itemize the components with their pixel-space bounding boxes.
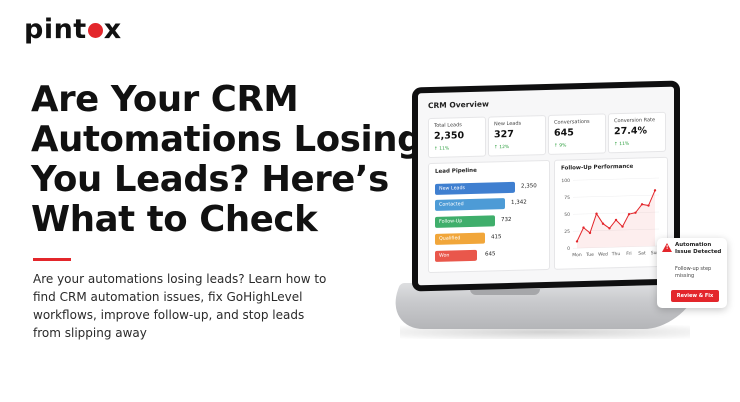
stage-label: Qualified [439, 235, 461, 242]
stat-card-conversations: Conversations 645 ↑ 9% [548, 113, 606, 155]
review-fix-button[interactable]: Review & Fix [671, 290, 719, 302]
crm-dashboard: CRM Overview Total Leads 2,350 ↑ 11% New… [418, 86, 674, 286]
x-tick-label: Tue [585, 252, 594, 258]
laptop-notch [470, 289, 540, 295]
data-point [588, 231, 592, 235]
stat-label: Conversion Rate [614, 117, 656, 125]
accent-divider [33, 258, 71, 261]
data-point [601, 222, 605, 225]
grid-line [573, 245, 659, 249]
pipeline-stage-contacted: Contacted [435, 198, 505, 211]
x-tick-label: Sat [638, 250, 646, 256]
stat-value: 327 [494, 128, 514, 141]
data-point [634, 211, 637, 214]
pipeline-stage-won: Won [435, 249, 477, 262]
stat-value: 2,350 [434, 130, 465, 142]
logo-text-suffix: x [103, 14, 122, 45]
headline-line: Automations Losing [31, 119, 423, 160]
stage-label: Contacted [439, 201, 464, 208]
grid-line [573, 211, 659, 215]
stat-change: ↑ 12% [494, 144, 510, 151]
pipeline-stage-new-leads: New Leads [435, 181, 515, 195]
stage-label: Follow-Up [439, 218, 463, 225]
brand-logo: pint x [24, 14, 122, 45]
y-tick-label: 75 [564, 195, 570, 201]
logo-dot-icon [87, 23, 103, 38]
data-point [582, 226, 585, 229]
stat-card-conversion-rate: Conversion Rate 27.4% ↑ 11% [608, 111, 666, 154]
stat-card-new-leads: New Leads 327 ↑ 12% [488, 115, 546, 157]
pipeline-title: Lead Pipeline [435, 167, 477, 175]
stat-value: 645 [554, 127, 574, 139]
stat-change: ↑ 11% [434, 146, 450, 152]
stage-value: 645 [485, 251, 496, 258]
dashboard-title: CRM Overview [428, 99, 489, 111]
follow-up-performance-card: Follow-Up Performance 100 75 50 25 0 Mon Tue We… [554, 156, 668, 270]
headline-line: Are Your CRM [31, 79, 299, 120]
data-point [653, 189, 657, 192]
y-tick-label: 0 [567, 246, 570, 252]
alert-title: Automation Issue Detected [675, 242, 722, 255]
data-point [595, 212, 598, 215]
stage-value: 1,342 [511, 199, 527, 206]
x-tick-label: Fri [626, 251, 631, 257]
stat-change: ↑ 9% [554, 143, 567, 149]
data-point [640, 203, 644, 206]
stat-label: Conversations [554, 118, 590, 126]
pipeline-stage-qualified: Qualified [435, 232, 485, 245]
page-headline: Are Your CRM Automations Losing You Lead… [31, 79, 423, 240]
stat-value: 27.4% [614, 125, 647, 138]
x-tick-label: Sun [651, 250, 660, 256]
stat-change: ↑ 11% [614, 141, 630, 148]
stat-card-total-leads: Total Leads 2,350 ↑ 11% [428, 116, 486, 159]
data-point [627, 212, 631, 216]
stage-label: Won [439, 253, 450, 259]
stage-value: 415 [491, 234, 502, 241]
stage-value: 732 [501, 216, 512, 224]
alert-text: Follow-up step missing [675, 266, 712, 279]
stat-label: New Leads [494, 120, 522, 128]
x-tick-label: Mon [572, 252, 582, 258]
headline-line: What to Check [31, 199, 318, 240]
automation-alert-card: ! Automation Issue Detected Follow-up st… [657, 238, 727, 308]
y-tick-label: 100 [561, 178, 570, 184]
stage-label: New Leads [439, 185, 466, 192]
page-subtitle: Are your automations losing leads? Learn… [33, 272, 327, 340]
grid-line [573, 177, 659, 181]
stat-label: Total Leads [434, 122, 462, 129]
laptop-screen: CRM Overview Total Leads 2,350 ↑ 11% New… [412, 80, 680, 292]
data-point [575, 240, 579, 243]
lead-pipeline-card: Lead Pipeline New Leads 2,350 Contacted … [428, 159, 550, 274]
warning-icon-mark: ! [666, 245, 669, 251]
warning-icon [662, 243, 672, 252]
grid-line [573, 194, 659, 198]
data-point [608, 227, 611, 230]
pipeline-stage-follow-up: Follow-Up [435, 215, 495, 228]
data-point [647, 204, 650, 207]
data-point [621, 225, 624, 228]
data-point [614, 218, 618, 222]
headline-line: You Leads? Here’s [31, 159, 389, 200]
x-tick-label: Thu [611, 251, 621, 257]
logo-text-prefix: pint [24, 14, 87, 45]
series-area [577, 190, 655, 249]
y-tick-label: 25 [564, 229, 570, 235]
y-tick-label: 50 [564, 212, 570, 218]
x-tick-label: Wed [598, 251, 608, 257]
stage-value: 2,350 [521, 183, 537, 190]
